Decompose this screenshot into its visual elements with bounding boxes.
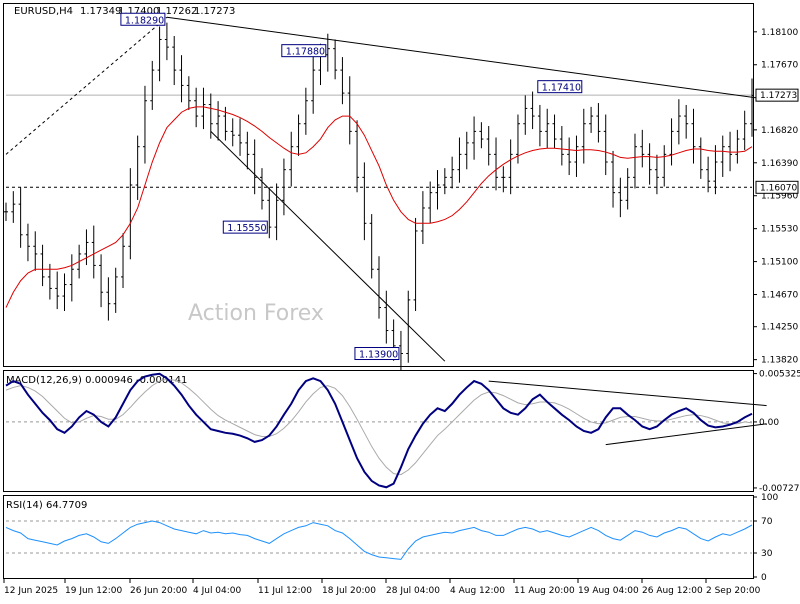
price-label: 1.13900 [359, 350, 398, 361]
open-value: 1.17349 [80, 6, 121, 17]
x-tick-label: 26 Aug 12:00 [642, 586, 703, 596]
y-tick-label: 1.13820 [761, 356, 798, 366]
macd-main-line [5, 372, 753, 489]
price-label: 1.18290 [125, 15, 164, 26]
y-tick-label: 1.18100 [761, 28, 798, 38]
symbol-label: EURUSD,H4 [14, 6, 73, 17]
current-price-tag: 1.17273 [760, 91, 797, 101]
rsi-title: RSI(14) 64.7709 [6, 500, 87, 511]
y-tick-label: 1.17670 [761, 61, 798, 71]
x-tick-label: 26 Jun 20:00 [130, 586, 187, 596]
x-tick-label: 19 Jun 12:00 [65, 586, 122, 596]
main-price-layer: 1.18290 1.17880 1.17410 1.15550 1.13900 [4, 12, 767, 371]
trendline [5, 16, 168, 155]
trendline [166, 16, 767, 100]
trendline [210, 131, 446, 362]
x-tick-label: 28 Jul 04:00 [386, 586, 440, 596]
rsi-tick-label: 100 [761, 493, 778, 503]
low-value: 1.17262 [156, 6, 197, 17]
macd-trendline [605, 423, 767, 446]
price-label: 1.17410 [542, 83, 581, 94]
rsi-panel-frame [3, 495, 754, 579]
y-tick-label: 1.16390 [761, 159, 798, 169]
macd-trendline [488, 380, 767, 407]
x-tick-label: 2 Sep 20:00 [706, 586, 761, 596]
x-tick-label: 11 Jul 12:00 [258, 586, 312, 596]
moving-average-line [5, 106, 753, 308]
rsi-line [5, 520, 753, 560]
macd-tick-label: 0.00 [759, 418, 779, 428]
rsi-tick-label: 30 [761, 549, 773, 559]
macd-tick-label: -0.007273 [759, 484, 800, 494]
y-tick-label: 1.15100 [761, 258, 798, 268]
y-tick-label: 1.14670 [761, 291, 798, 301]
support-level-tag: 1.16070 [760, 183, 797, 193]
macd-layer [5, 372, 767, 489]
macd-panel-frame [3, 370, 754, 492]
y-tick-label: 1.15960 [761, 192, 798, 202]
y-tick-label: 1.15530 [761, 225, 798, 235]
price-label: 1.15550 [227, 223, 266, 234]
current-price-tag-box [755, 88, 799, 102]
x-tick-label: 18 Jul 20:00 [322, 586, 376, 596]
rsi-tick-label: 70 [761, 517, 773, 527]
rsi-tick-label: 0 [761, 573, 767, 583]
price-label-box [222, 220, 268, 234]
price-label: 1.17880 [286, 47, 325, 58]
support-level-tag-box [755, 180, 799, 194]
watermark: Action Forex [188, 301, 324, 326]
price-label-box [537, 80, 583, 94]
x-tick-label: 12 Jun 2025 [4, 586, 58, 596]
x-tick-label: 11 Aug 20:00 [514, 586, 575, 596]
high-value: 1.17400 [118, 6, 159, 17]
macd-title: MACD(12,26,9) 0.000946 -0.000141 [6, 375, 187, 386]
macd-signal-line [5, 378, 753, 476]
axes-layer: 1.18100 1.17670 1.16820 1.16390 1.15960 1.155… [3, 28, 800, 596]
rsi-layer [5, 520, 753, 560]
x-tick-label: 19 Aug 04:00 [578, 586, 639, 596]
price-label-box [120, 12, 166, 26]
main-panel-frame [3, 3, 754, 367]
chart-header: EURUSD,H4 1.17349 1.17400 1.17262 1.1727… [14, 6, 235, 17]
close-value: 1.17273 [194, 6, 235, 17]
y-tick-label: 1.14250 [761, 323, 798, 333]
price-label-box [281, 44, 327, 58]
x-tick-label: 4 Jul 04:00 [193, 586, 242, 596]
x-tick-label: 4 Aug 12:00 [450, 586, 505, 596]
y-tick-label: 1.16820 [761, 126, 798, 136]
macd-tick-label: 0.005325 [759, 370, 800, 380]
price-label-box [354, 347, 400, 361]
